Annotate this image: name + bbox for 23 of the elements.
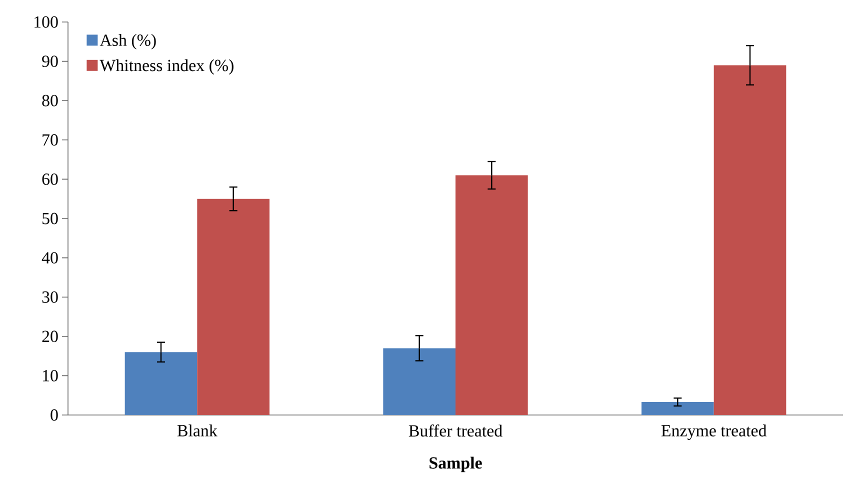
y-tick-label: 10 xyxy=(43,370,58,382)
y-tick-label: 20 xyxy=(42,330,58,342)
y-tick-label: 80 xyxy=(42,94,58,106)
y-tick-label: 0 xyxy=(50,409,58,421)
x-tick-label: Enzyme treated xyxy=(661,424,767,440)
y-tick-label: 30 xyxy=(42,291,58,303)
bar xyxy=(383,348,456,415)
bar xyxy=(714,65,786,415)
y-tick-label: 60 xyxy=(42,173,58,185)
x-axis-title: Sample xyxy=(430,456,482,472)
y-tick-label: 90 xyxy=(42,56,58,68)
legend-label: Whitness index (%) xyxy=(100,59,234,75)
x-tick-label: Blank xyxy=(177,424,218,436)
bar xyxy=(456,175,528,415)
bar xyxy=(197,198,270,415)
legend-label: Ash (%) xyxy=(100,34,156,50)
y-tick-label: 50 xyxy=(42,212,58,224)
x-tick-label: Buffer treated xyxy=(408,424,502,437)
y-tick-label: 70 xyxy=(42,134,58,146)
y-tick-label: 100 xyxy=(34,16,58,28)
bar xyxy=(642,402,714,415)
bar xyxy=(124,352,198,415)
y-tick-label: 40 xyxy=(42,252,58,264)
